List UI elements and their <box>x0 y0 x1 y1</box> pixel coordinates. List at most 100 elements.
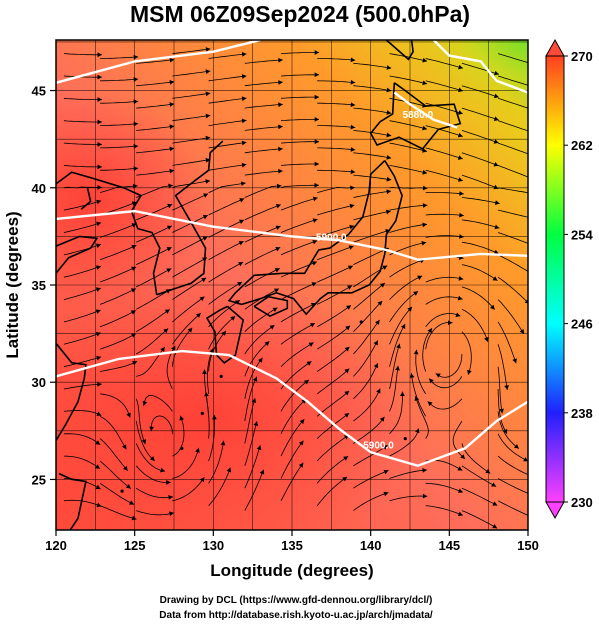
streamline-arrow <box>95 265 101 270</box>
streamline <box>244 469 264 511</box>
streamline <box>100 361 138 372</box>
streamline <box>389 495 428 502</box>
streamline-arrow <box>149 426 155 432</box>
streamline-arrow <box>422 125 427 131</box>
streamline-arrow <box>350 169 356 175</box>
coastline <box>123 187 161 295</box>
streamline-arrow <box>460 454 465 460</box>
streamline-arrow <box>512 358 517 364</box>
streamline <box>317 58 356 61</box>
x-tick-label: 120 <box>45 538 67 553</box>
streamline <box>172 70 211 77</box>
streamline-arrow <box>195 313 201 318</box>
streamline-arrow <box>166 225 172 230</box>
streamline-arrow <box>163 328 169 334</box>
streamline-arrow <box>314 94 320 100</box>
streamline <box>316 390 350 417</box>
streamline-arrow <box>530 107 535 112</box>
streamline <box>427 398 463 410</box>
streamline-arrow <box>273 288 279 293</box>
grid-lines <box>56 40 528 530</box>
streamline-arrow <box>238 262 244 267</box>
streamline-arrow <box>202 214 208 220</box>
streamline-arrow <box>349 203 355 209</box>
streamline <box>461 152 499 167</box>
streamline-arrow <box>457 110 463 115</box>
streamline-arrow <box>457 466 463 471</box>
streamline-arrow <box>122 444 127 450</box>
streamline-arrow <box>169 57 175 63</box>
streamline <box>353 300 383 332</box>
streamline <box>497 366 503 414</box>
streamline <box>135 487 173 499</box>
streamline-arrow <box>131 515 137 521</box>
streamline-arrow <box>230 316 236 321</box>
streamline <box>143 395 173 412</box>
streamline <box>135 308 170 333</box>
contour-line <box>56 209 528 261</box>
streamline <box>172 159 211 166</box>
streamline <box>208 142 247 149</box>
streamline-arrow <box>166 480 171 485</box>
streamline-arrow <box>519 328 525 334</box>
streamline <box>244 126 283 131</box>
streamline-arrow <box>169 102 175 107</box>
streamline <box>208 97 247 104</box>
streamline <box>353 190 392 198</box>
streamline-arrow <box>342 476 348 482</box>
streamline <box>497 97 528 109</box>
streamline-arrow <box>278 80 283 85</box>
streamline <box>425 313 461 328</box>
streamline <box>389 142 428 152</box>
streamline-arrow <box>422 203 428 208</box>
streamline <box>280 418 305 457</box>
streamline-arrow <box>241 51 247 57</box>
contour-label: 5900.0 <box>316 232 347 243</box>
streamline <box>353 152 392 159</box>
streamline <box>461 331 472 375</box>
y-tick-label: 45 <box>32 84 46 99</box>
streamline-arrow <box>459 212 464 218</box>
colorbar-tick-label: 270 <box>571 49 593 64</box>
colorbar-min-arrow <box>545 501 565 520</box>
streamline <box>135 398 146 445</box>
streamline <box>208 182 246 193</box>
streamline-arrow <box>298 462 304 468</box>
streamline-arrow <box>490 304 495 310</box>
streamline <box>353 247 390 265</box>
streamline-arrow <box>373 363 379 369</box>
streamline-arrow <box>530 130 535 135</box>
streamline-arrow <box>96 199 102 205</box>
streamline-arrow <box>529 514 534 518</box>
streamline <box>172 447 200 479</box>
streamline <box>99 460 132 489</box>
streamline-arrow <box>168 183 173 189</box>
streamline-arrow <box>226 467 232 473</box>
streamline-arrow <box>274 268 280 273</box>
streamline <box>244 104 283 109</box>
streamline-arrow <box>96 411 102 417</box>
streamline <box>389 365 399 412</box>
streamline-arrow <box>95 287 101 292</box>
coastline <box>56 171 124 189</box>
y-tick-label: 25 <box>32 472 46 487</box>
streamline <box>244 185 282 198</box>
streamline <box>317 204 355 216</box>
streamline <box>208 119 247 126</box>
streamline-arrow <box>386 132 392 138</box>
streamline-arrow <box>187 327 193 333</box>
streamline-arrow <box>383 491 389 497</box>
streamline-arrow <box>169 168 175 174</box>
streamline-arrow <box>278 168 283 174</box>
streamline-arrow <box>96 355 102 361</box>
streamline <box>244 247 281 265</box>
streamline-arrow <box>272 307 278 313</box>
streamline <box>425 276 464 283</box>
coastline <box>369 82 462 150</box>
streamline <box>244 170 283 176</box>
streamline-arrow <box>347 265 353 270</box>
streamline-arrow <box>169 79 175 85</box>
streamline-arrow <box>314 116 320 122</box>
streamline-arrow <box>493 249 499 255</box>
